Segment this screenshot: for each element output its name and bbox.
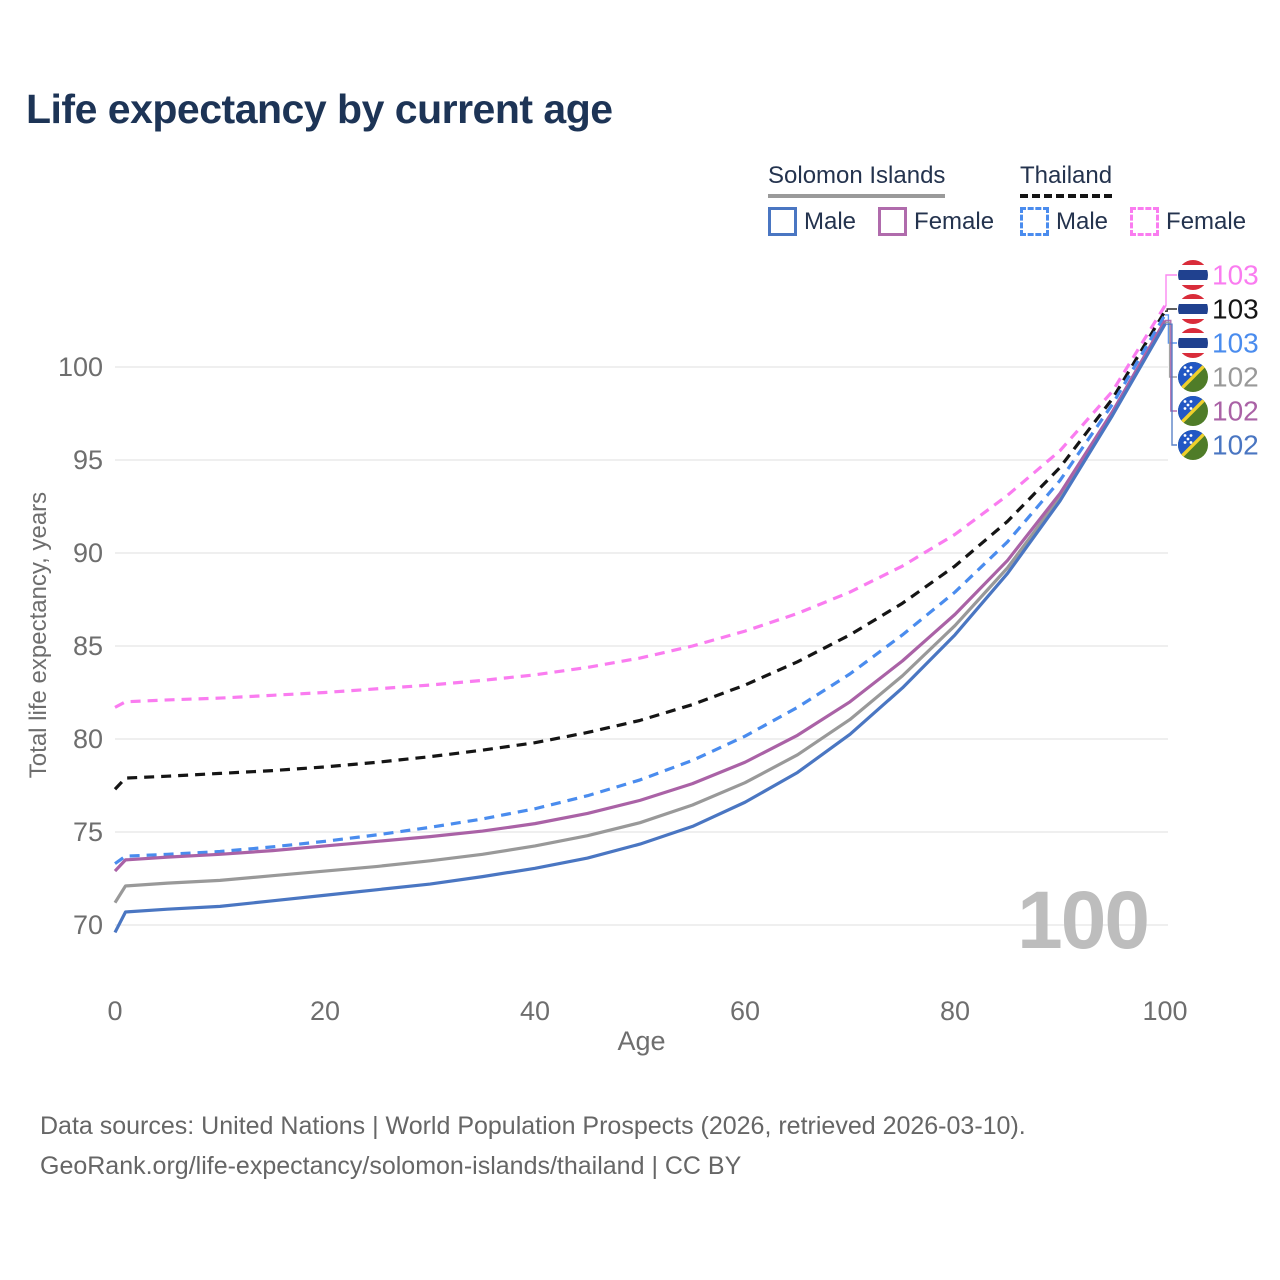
legend-swatch-solomon-male-icon xyxy=(768,207,797,236)
end-value-label-solomon-islands-male: 102 xyxy=(1212,430,1259,461)
solomon-islands-flag-icon xyxy=(1178,430,1208,460)
y-tick-label: 90 xyxy=(73,538,103,568)
legend-group-thailand: Thailand Male Female xyxy=(1020,162,1246,236)
legend-swatch-thailand-male-icon xyxy=(1020,207,1049,236)
y-tick-label: 80 xyxy=(73,724,103,754)
series-line-solomon-islands-total xyxy=(113,321,1167,904)
solomon-islands-flag-icon xyxy=(1178,362,1208,392)
legend-item-label: Male xyxy=(1056,207,1109,235)
thailand-flag-icon xyxy=(1178,328,1208,358)
page-title: Life expectancy by current age xyxy=(26,86,613,132)
legend-group-title-solomon-islands: Solomon Islands xyxy=(768,162,946,198)
y-tick-label: 95 xyxy=(73,445,103,475)
y-tick-label: 70 xyxy=(73,910,103,940)
legend-item-solomon-male[interactable]: Male xyxy=(768,207,856,236)
footer: Data sources: United Nations | World Pop… xyxy=(40,1106,1026,1186)
series-line-thailand-male xyxy=(114,314,1167,865)
solomon-islands-flag-icon xyxy=(1178,396,1208,426)
thailand-flag-icon xyxy=(1178,294,1208,324)
series-line-solomon-islands-male xyxy=(113,323,1167,934)
y-tick-label: 75 xyxy=(73,817,103,847)
end-value-label-thailand-male: 103 xyxy=(1212,328,1259,359)
x-tick-label: 100 xyxy=(1142,996,1187,1026)
leader-line-solomon-islands-female xyxy=(1165,319,1177,412)
legend-items-thailand: Male Female xyxy=(1020,207,1246,236)
legend-group-title-thailand: Thailand xyxy=(1020,162,1113,198)
x-axis-title: Age xyxy=(617,1026,666,1056)
leader-line-thailand-total xyxy=(1165,308,1177,312)
thailand-flag-icon xyxy=(1178,260,1208,290)
leader-line-solomon-islands-male xyxy=(1165,323,1177,446)
x-tick-label: 80 xyxy=(940,996,970,1026)
y-tick-label: 100 xyxy=(58,352,103,382)
end-value-label-thailand-total: 103 xyxy=(1212,294,1259,325)
end-value-label-solomon-islands-total: 102 xyxy=(1212,362,1259,393)
leader-line-thailand-female xyxy=(1165,274,1177,307)
legend-group-solomon-islands: Solomon Islands Male Female xyxy=(768,162,994,236)
leader-line-solomon-islands-total xyxy=(1165,321,1177,378)
legend-swatch-thailand-female-icon xyxy=(1130,207,1160,236)
footer-source-line: Data sources: United Nations | World Pop… xyxy=(40,1112,1026,1140)
legend-item-thailand-female[interactable]: Female xyxy=(1130,207,1246,236)
footer-url-line: GeoRank.org/life-expectancy/solomon-isla… xyxy=(40,1152,742,1180)
legend-item-thailand-male[interactable]: Male xyxy=(1020,207,1108,236)
series-line-thailand-female xyxy=(114,304,1167,709)
legend-items-solomon-islands: Male Female xyxy=(768,207,994,236)
hover-age-watermark: 100 xyxy=(1017,875,1148,966)
end-value-label-solomon-islands-female: 102 xyxy=(1212,396,1259,427)
legend-item-label: Female xyxy=(914,207,995,235)
legend-swatch-solomon-female-icon xyxy=(878,207,908,236)
x-tick-label: 0 xyxy=(107,996,122,1026)
legend-item-solomon-female[interactable]: Female xyxy=(878,207,994,236)
x-tick-label: 60 xyxy=(730,996,760,1026)
y-tick-label: 85 xyxy=(73,631,103,661)
x-tick-label: 40 xyxy=(520,996,550,1026)
series-line-thailand-total xyxy=(113,310,1167,791)
series-line-solomon-islands-female xyxy=(113,319,1167,873)
legend-item-label: Male xyxy=(804,207,857,235)
x-tick-label: 20 xyxy=(310,996,340,1026)
legend-item-label: Female xyxy=(1166,207,1247,235)
end-value-label-thailand-female: 103 xyxy=(1212,260,1259,291)
